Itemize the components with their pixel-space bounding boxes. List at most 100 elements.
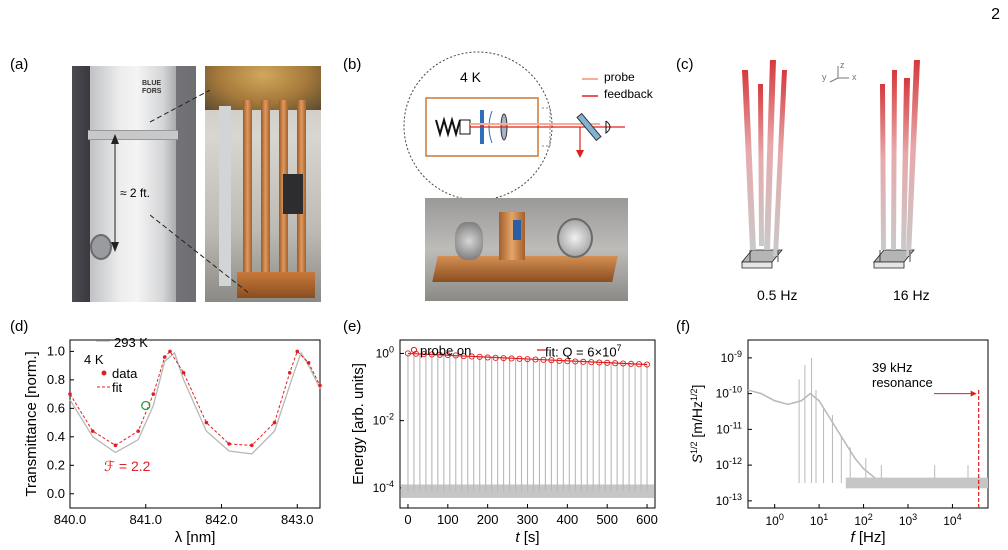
resonance-annotation-line2: resonance [872, 375, 933, 390]
y-axis-label: Energy [arb. units] [350, 363, 367, 485]
mode-label-16hz: 16 Hz [893, 287, 930, 303]
data-point [68, 392, 72, 396]
x-tick-label: 843.0 [281, 512, 314, 527]
y-tick-label: 1.0 [47, 343, 65, 358]
x-tick-label: 300 [517, 512, 539, 527]
probe-on-marker [556, 357, 563, 364]
zoom-lines [150, 90, 251, 295]
noise-spectrum-line [747, 389, 988, 484]
panel-c-label: (c) [676, 56, 694, 73]
probe-on-marker [460, 353, 467, 360]
data-point [162, 355, 167, 359]
data-point [204, 420, 209, 425]
probe-on-marker [468, 353, 475, 360]
probe-on-marker [516, 355, 523, 362]
height-label: ≈ 2 ft. [120, 186, 150, 200]
probe-on-marker [452, 352, 459, 359]
probe-on-marker [564, 358, 571, 365]
cavity-schematic [403, 51, 625, 200]
probe-on-marker [500, 355, 507, 362]
noise-floor-band [845, 477, 988, 489]
data-point [136, 429, 140, 433]
height-arrow [111, 134, 119, 252]
x-tick-label: 100 [765, 512, 783, 528]
probe-on-marker [404, 350, 412, 357]
x-tick-label: 500 [596, 512, 618, 527]
y-axis-label: S1/2 [m/Hz1/2] [689, 385, 705, 464]
panel-a-photo-insert [205, 66, 321, 302]
probe-on-marker [588, 359, 595, 366]
y-tick-label: 0.2 [47, 457, 65, 472]
panel-a-photo-cryostat: BLUE FORS ≈ 2 ft. [72, 66, 196, 302]
operating-point-marker [141, 400, 151, 411]
resonance-annotation-line1: 39 kHz [872, 360, 913, 375]
y-tick-label: 0.4 [47, 429, 65, 444]
data-point [168, 349, 172, 354]
probe-on-marker [620, 360, 627, 367]
legend-probe-on-swatch [410, 346, 418, 354]
y-tick-label: 10-4 [373, 479, 394, 495]
y-axis-label: Transmittance [norm.] [23, 351, 40, 496]
bluefors-logo: BLUE FORS [142, 80, 162, 95]
probe-on-marker [508, 355, 515, 362]
y-tick-label: 0.6 [47, 400, 65, 415]
probe-on-marker [540, 356, 547, 363]
series-fit-line [69, 350, 321, 446]
data-point [295, 349, 300, 354]
y-tick-label: 10-13 [716, 492, 742, 508]
legend-probe-on: probe on [420, 343, 472, 358]
y-tick-label: 10-12 [716, 456, 742, 472]
legend-293k: 293 K [114, 335, 148, 350]
probe-on-marker [492, 354, 499, 361]
page-number: 2 [991, 6, 1000, 23]
plot-frame [69, 339, 321, 509]
probe-on-marker [636, 361, 643, 368]
probe-on-marker [643, 361, 651, 368]
data-point [90, 429, 95, 433]
probe-on-marker [532, 356, 539, 363]
axis-x-label: x [852, 72, 857, 82]
chart-energy: 0 100 200 300 400 500 600 100 10-2 10-4 t [s] Energ… [350, 339, 658, 546]
series-293k-line [69, 351, 321, 455]
legend-data-swatch [101, 370, 107, 376]
data-point [113, 443, 118, 448]
legend-data: data [112, 366, 138, 381]
y-tick-label: 10-11 [716, 420, 742, 436]
x-axis-label: f [Hz] [850, 529, 885, 546]
y-tick-label: 10-9 [721, 349, 742, 365]
data-point [306, 360, 311, 365]
y-tick-label: 0.8 [47, 372, 65, 387]
legend-fit-q-text: fit: Q = 6×10 [545, 344, 617, 360]
x-tick-label: 600 [636, 512, 658, 527]
probe-on-marker [420, 351, 427, 358]
probe-on-marker [604, 359, 611, 366]
x-tick-label: 841.0 [129, 512, 162, 527]
probe-on-marker [524, 356, 531, 363]
probe-on-marker [484, 354, 491, 361]
panel-a-label: (a) [10, 56, 29, 73]
y-tick-label: 10-2 [373, 412, 394, 428]
panel-e-label: (e) [343, 318, 362, 335]
probe-on-marker [580, 358, 587, 365]
mode-0p5hz [741, 60, 787, 269]
probe-on-marker [596, 359, 603, 366]
data-point [287, 370, 292, 375]
mode-16hz [873, 60, 920, 269]
finesse-label: ℱ = 2.2 [104, 458, 151, 474]
x-tick-label: 842.0 [205, 512, 238, 527]
x-tick-label: 200 [477, 512, 499, 527]
legend-fit-q-exponent: 7 [616, 343, 622, 353]
chart-transmittance: 840.0 841.0 842.0 843.0 0.0 0.2 0.4 0.6 0.8 1.0 λ … [23, 339, 322, 546]
data-point [181, 370, 186, 375]
probe-on-marker [548, 357, 555, 364]
legend-fit-q: fit: Q = 6×107 [545, 343, 622, 359]
legend-fit: fit [112, 380, 123, 395]
panel-f-label: (f) [676, 318, 691, 335]
x-axis-label: λ [nm] [175, 529, 216, 546]
x-tick-label: 100 [437, 512, 459, 527]
x-axis-label: t [s] [515, 529, 539, 546]
x-tick-label: 102 [854, 512, 872, 528]
fit-line [407, 352, 648, 366]
mode-shapes [741, 60, 920, 269]
probe-on-marker [428, 351, 435, 358]
